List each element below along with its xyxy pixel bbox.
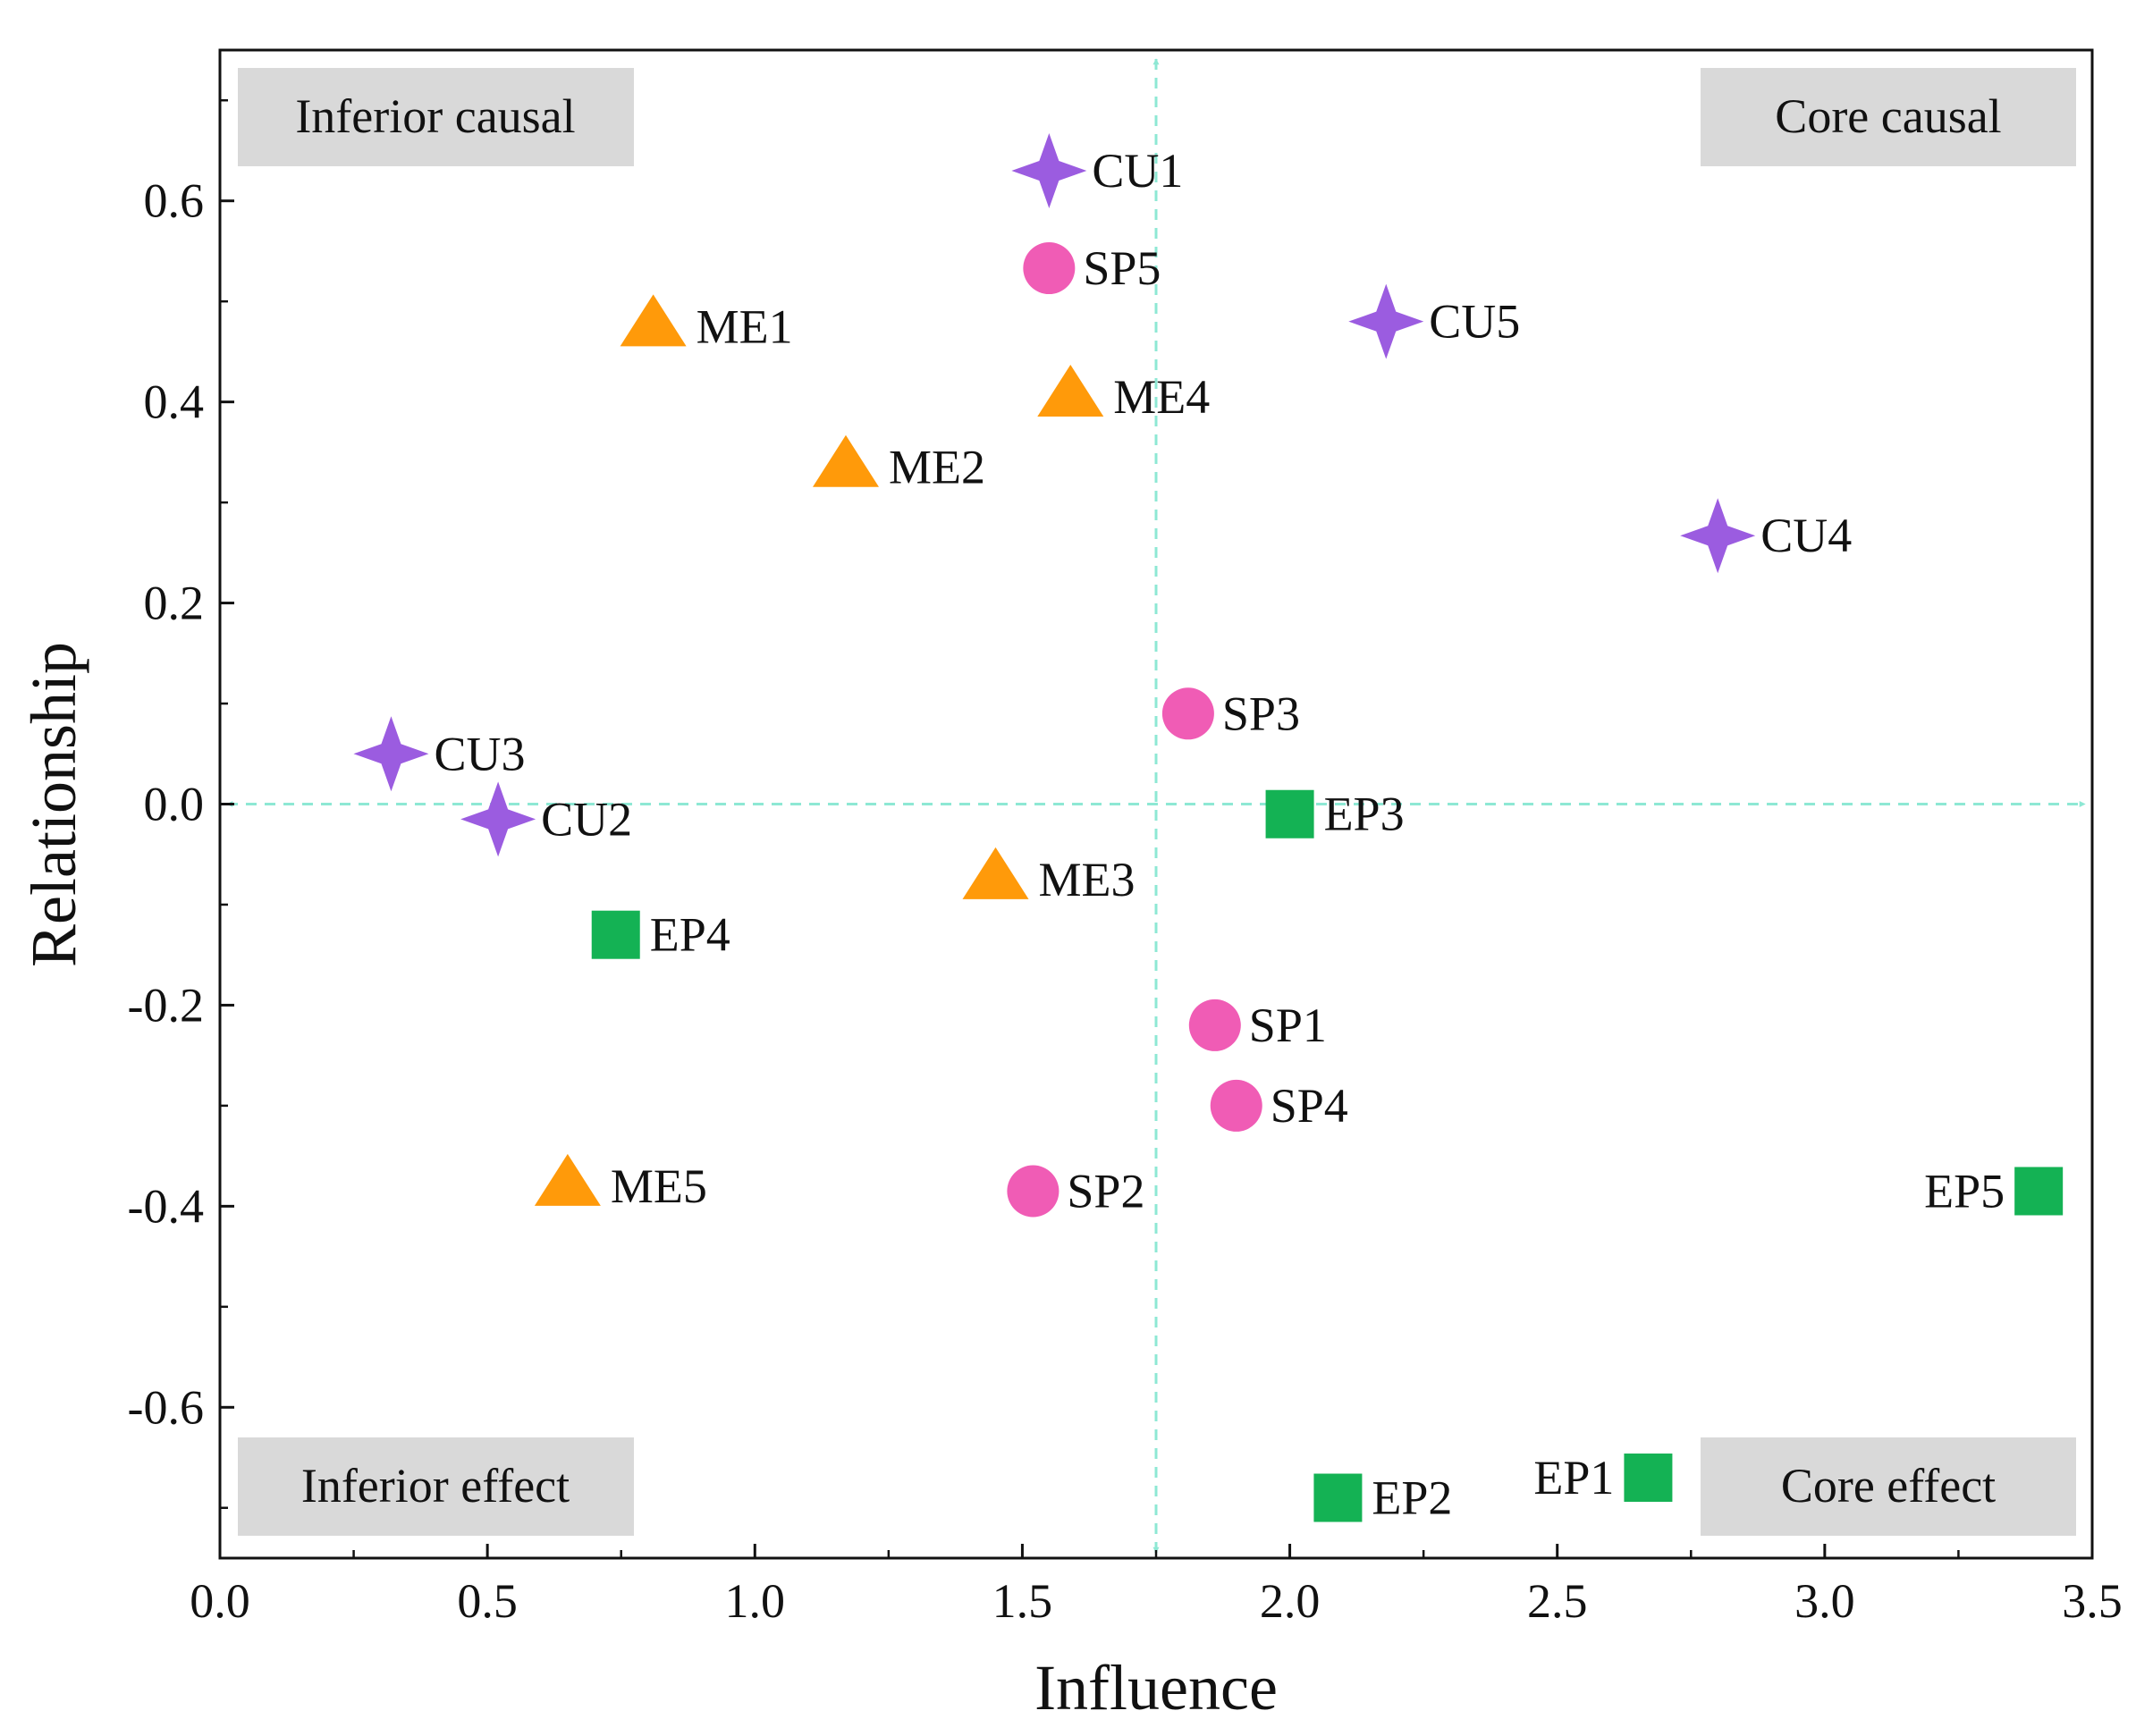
point-me1: ME1 bbox=[620, 294, 793, 353]
triangle-marker bbox=[962, 847, 1029, 899]
square-marker bbox=[1624, 1454, 1673, 1503]
point-label: EP2 bbox=[1372, 1471, 1452, 1525]
point-sp3: SP3 bbox=[1161, 687, 1300, 740]
x-tick-label: 3.0 bbox=[1794, 1574, 1855, 1628]
y-tick-label: 0.6 bbox=[144, 174, 205, 228]
point-label: ME1 bbox=[697, 299, 793, 353]
square-marker bbox=[1313, 1473, 1363, 1522]
point-label: ME4 bbox=[1113, 370, 1210, 424]
y-axis: -0.6 -0.4 -0.2 0.0 0.2 0.4 0.6 bbox=[128, 98, 234, 1510]
y-tick-label: -0.2 bbox=[128, 978, 204, 1032]
quadrant-core-causal: Core causal bbox=[1701, 68, 2076, 166]
x-tick-label: 2.5 bbox=[1527, 1574, 1588, 1628]
circle-marker bbox=[1161, 687, 1214, 740]
square-marker bbox=[1265, 789, 1314, 839]
x-tick-label: 0.0 bbox=[190, 1574, 250, 1628]
point-cu2: CU2 bbox=[460, 781, 632, 857]
circle-marker bbox=[1007, 1165, 1060, 1218]
point-cu4: CU4 bbox=[1680, 498, 1852, 574]
star-marker bbox=[460, 781, 536, 857]
point-ep1: EP1 bbox=[1533, 1451, 1673, 1504]
triangle-marker bbox=[1037, 365, 1104, 417]
point-ep4: EP4 bbox=[591, 908, 730, 962]
point-cu5: CU5 bbox=[1348, 283, 1520, 359]
crosshair-lines bbox=[226, 58, 2086, 1554]
point-me2: ME2 bbox=[812, 434, 985, 494]
point-me5: ME5 bbox=[534, 1153, 707, 1213]
square-marker bbox=[2014, 1167, 2064, 1216]
point-label: EP3 bbox=[1324, 788, 1405, 841]
quadrant-label-inferior-causal: Inferior causal bbox=[295, 89, 575, 143]
star-marker bbox=[353, 716, 429, 792]
x-axis-title: Influence bbox=[1034, 1652, 1278, 1723]
point-label: SP4 bbox=[1271, 1079, 1348, 1133]
point-label: CU3 bbox=[434, 727, 525, 780]
point-label: SP5 bbox=[1083, 241, 1161, 295]
point-sp1: SP1 bbox=[1188, 999, 1327, 1052]
triangle-marker bbox=[812, 434, 879, 487]
triangle-marker bbox=[534, 1153, 601, 1206]
point-cu1: CU1 bbox=[1011, 132, 1183, 208]
y-tick-label: -0.6 bbox=[128, 1380, 204, 1434]
quadrant-label-core-causal: Core causal bbox=[1775, 89, 2001, 143]
point-sp5: SP5 bbox=[1023, 241, 1161, 295]
point-sp2: SP2 bbox=[1007, 1164, 1144, 1218]
star-marker bbox=[1011, 132, 1087, 208]
square-marker bbox=[591, 910, 640, 959]
point-label: CU2 bbox=[541, 792, 632, 846]
star-marker bbox=[1348, 283, 1424, 359]
point-label: ME3 bbox=[1039, 853, 1136, 906]
y-tick-label: 0.4 bbox=[144, 375, 205, 429]
point-label: EP5 bbox=[1924, 1164, 2005, 1218]
point-label: CU4 bbox=[1760, 509, 1852, 562]
star-marker bbox=[1680, 498, 1756, 574]
point-cu3: CU3 bbox=[353, 716, 525, 792]
x-tick-label: 1.0 bbox=[725, 1574, 786, 1628]
point-ep3: EP3 bbox=[1265, 788, 1405, 841]
circle-marker bbox=[1188, 999, 1241, 1051]
point-ep5: EP5 bbox=[1924, 1164, 2064, 1218]
circle-marker bbox=[1210, 1079, 1262, 1132]
point-label: CU1 bbox=[1092, 144, 1183, 198]
y-tick-label: 0.0 bbox=[144, 778, 205, 831]
point-label: ME2 bbox=[889, 441, 985, 494]
quadrant-label-inferior-effect: Inferior effect bbox=[301, 1459, 570, 1513]
point-label: CU5 bbox=[1429, 295, 1520, 349]
point-me4: ME4 bbox=[1037, 365, 1210, 424]
quadrant-label-core-effect: Core effect bbox=[1781, 1459, 1996, 1513]
quadrant-inferior-effect: Inferior effect bbox=[238, 1437, 634, 1536]
quadrant-core-effect: Core effect bbox=[1701, 1437, 2076, 1536]
x-tick-label: 3.5 bbox=[2062, 1574, 2123, 1628]
point-label: SP2 bbox=[1067, 1164, 1144, 1218]
point-label: SP1 bbox=[1249, 999, 1327, 1052]
data-points: CU1 CU2 CU3 CU4 CU5 SP1 SP2 SP3 SP4 SP5 ME1 ME2 ME3 M… bbox=[353, 132, 2064, 1525]
point-label: SP3 bbox=[1222, 687, 1300, 740]
point-label: ME5 bbox=[611, 1159, 707, 1213]
point-sp4: SP4 bbox=[1210, 1079, 1348, 1133]
y-tick-label: 0.2 bbox=[144, 577, 205, 630]
y-tick-label: -0.4 bbox=[128, 1179, 204, 1233]
quadrant-inferior-causal: Inferior causal bbox=[238, 68, 634, 166]
triangle-marker bbox=[620, 294, 687, 347]
point-label: EP4 bbox=[650, 908, 730, 962]
x-axis: 0.0 0.5 1.0 1.5 2.0 2.5 3.0 3.5 bbox=[190, 1544, 2123, 1628]
x-tick-label: 2.0 bbox=[1260, 1574, 1321, 1628]
y-axis-title: Relationship bbox=[18, 642, 89, 967]
x-tick-label: 0.5 bbox=[457, 1574, 518, 1628]
point-ep2: EP2 bbox=[1313, 1471, 1452, 1525]
circle-marker bbox=[1023, 242, 1076, 295]
point-me3: ME3 bbox=[962, 847, 1136, 906]
point-label: EP1 bbox=[1533, 1451, 1614, 1504]
x-tick-label: 1.5 bbox=[992, 1574, 1053, 1628]
